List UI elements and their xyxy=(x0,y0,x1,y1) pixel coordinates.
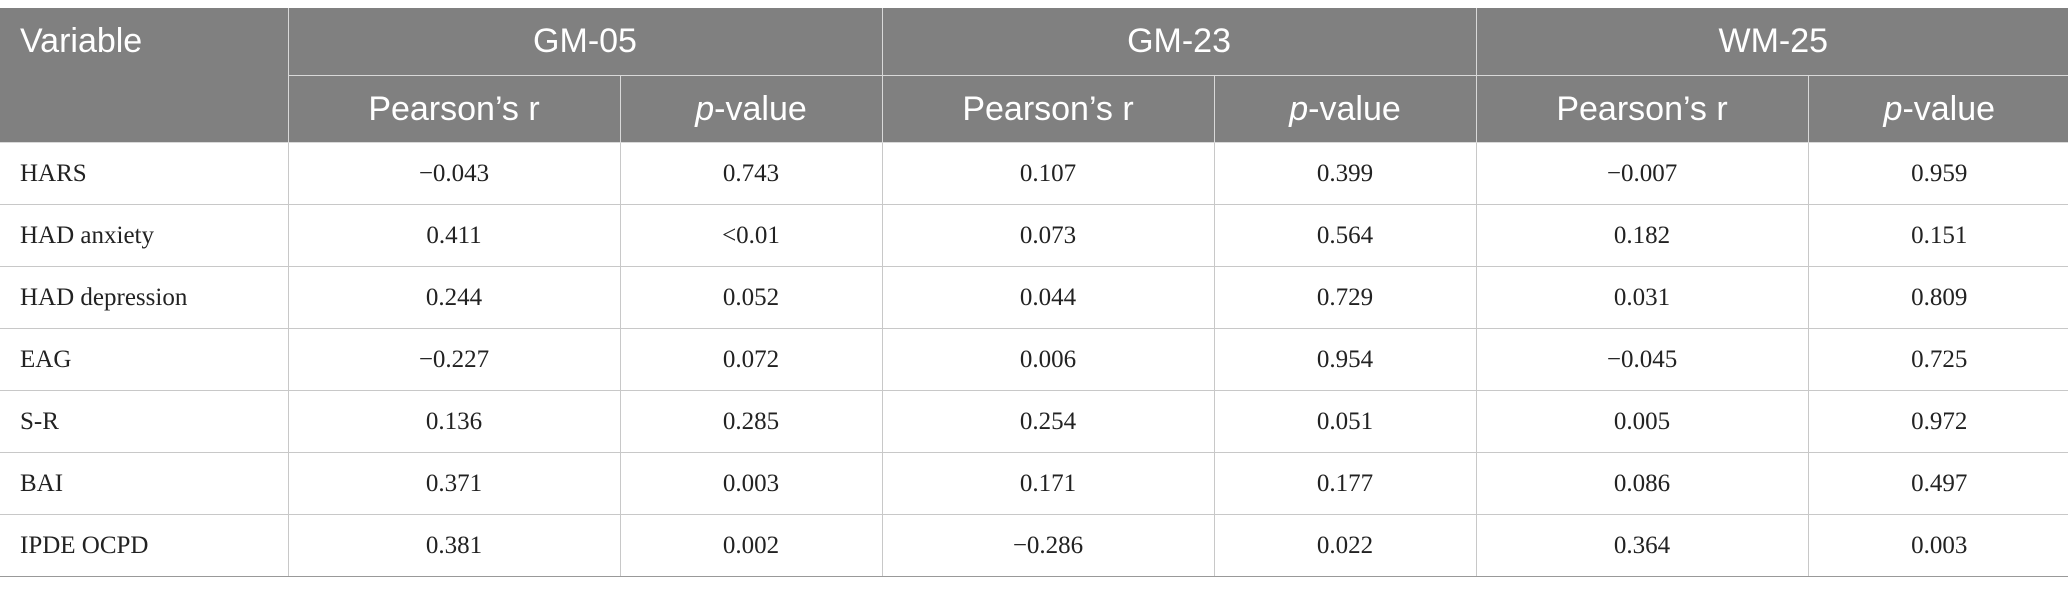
cell-gm23-p: 0.399 xyxy=(1214,142,1477,205)
cell-gm05-r: 0.411 xyxy=(288,204,621,267)
p-italic: p xyxy=(1289,89,1309,128)
correlation-table: Variable GM-05 GM-23 WM-25 Pearson’s r p… xyxy=(0,8,2068,577)
row-variable-name: HAD anxiety xyxy=(0,204,289,267)
p-rest: -value xyxy=(1308,89,1401,128)
cell-wm25-r: −0.007 xyxy=(1476,142,1809,205)
cell-gm05-p: 0.003 xyxy=(620,452,883,515)
header-pearson-r: Pearson’s r xyxy=(882,75,1215,143)
cell-gm23-r: 0.107 xyxy=(882,142,1215,205)
cell-gm23-r: 0.171 xyxy=(882,452,1215,515)
table-row: HAD depression 0.244 0.052 0.044 0.729 0… xyxy=(0,266,2068,329)
row-variable-name: EAG xyxy=(0,328,289,391)
table-body: HARS −0.043 0.743 0.107 0.399 −0.007 0.9… xyxy=(0,142,2068,577)
row-variable-name: HAD depression xyxy=(0,266,289,329)
cell-gm23-r: −0.286 xyxy=(882,514,1215,577)
header-group-gm23: GM-23 xyxy=(882,8,1477,76)
cell-wm25-r: 0.364 xyxy=(1476,514,1809,577)
table-container: Variable GM-05 GM-23 WM-25 Pearson’s r p… xyxy=(0,8,2068,577)
cell-gm23-r: 0.073 xyxy=(882,204,1215,267)
cell-wm25-r: 0.086 xyxy=(1476,452,1809,515)
row-variable-name: BAI xyxy=(0,452,289,515)
header-pearson-r: Pearson’s r xyxy=(1476,75,1809,143)
cell-gm05-p: 0.072 xyxy=(620,328,883,391)
cell-wm25-r: −0.045 xyxy=(1476,328,1809,391)
header-pearson-r: Pearson’s r xyxy=(288,75,621,143)
row-variable-name: IPDE OCPD xyxy=(0,514,289,577)
cell-wm25-p: 0.497 xyxy=(1808,452,2068,515)
table-header: Variable GM-05 GM-23 WM-25 Pearson’s r p… xyxy=(0,8,2068,143)
table-row: HARS −0.043 0.743 0.107 0.399 −0.007 0.9… xyxy=(0,142,2068,205)
cell-gm23-p: 0.051 xyxy=(1214,390,1477,453)
table-row: S-R 0.136 0.285 0.254 0.051 0.005 0.972 xyxy=(0,390,2068,453)
table-row: IPDE OCPD 0.381 0.002 −0.286 0.022 0.364… xyxy=(0,514,2068,577)
table-row: BAI 0.371 0.003 0.171 0.177 0.086 0.497 xyxy=(0,452,2068,515)
cell-gm05-r: 0.371 xyxy=(288,452,621,515)
cell-gm23-r: 0.044 xyxy=(882,266,1215,329)
cell-gm05-r: 0.244 xyxy=(288,266,621,329)
cell-wm25-p: 0.959 xyxy=(1808,142,2068,205)
cell-gm23-p: 0.022 xyxy=(1214,514,1477,577)
table-row: HAD anxiety 0.411 <0.01 0.073 0.564 0.18… xyxy=(0,204,2068,267)
cell-wm25-p: 0.725 xyxy=(1808,328,2068,391)
p-italic: p xyxy=(695,89,715,128)
cell-wm25-p: 0.151 xyxy=(1808,204,2068,267)
header-p-value: p-value xyxy=(1214,75,1477,143)
cell-gm23-p: 0.954 xyxy=(1214,328,1477,391)
row-variable-name: HARS xyxy=(0,142,289,205)
cell-gm05-r: 0.381 xyxy=(288,514,621,577)
p-italic: p xyxy=(1883,89,1903,128)
p-rest: -value xyxy=(1902,89,1996,128)
cell-gm23-r: 0.006 xyxy=(882,328,1215,391)
cell-gm05-p: 0.285 xyxy=(620,390,883,453)
cell-wm25-r: 0.005 xyxy=(1476,390,1809,453)
cell-gm05-r: 0.136 xyxy=(288,390,621,453)
cell-wm25-p: 0.003 xyxy=(1808,514,2068,577)
cell-wm25-r: 0.031 xyxy=(1476,266,1809,329)
p-rest: -value xyxy=(714,89,807,128)
cell-gm05-p: 0.002 xyxy=(620,514,883,577)
row-variable-name: S-R xyxy=(0,390,289,453)
cell-wm25-r: 0.182 xyxy=(1476,204,1809,267)
header-group-wm25: WM-25 xyxy=(1476,8,2068,76)
cell-gm05-r: −0.043 xyxy=(288,142,621,205)
header-p-value: p-value xyxy=(1808,75,2068,143)
header-group-gm05: GM-05 xyxy=(288,8,883,76)
cell-gm23-p: 0.564 xyxy=(1214,204,1477,267)
cell-gm05-p: 0.052 xyxy=(620,266,883,329)
cell-gm05-r: −0.227 xyxy=(288,328,621,391)
table-row: EAG −0.227 0.072 0.006 0.954 −0.045 0.72… xyxy=(0,328,2068,391)
cell-wm25-p: 0.972 xyxy=(1808,390,2068,453)
header-p-value: p-value xyxy=(620,75,883,143)
cell-gm23-p: 0.729 xyxy=(1214,266,1477,329)
header-variable: Variable xyxy=(0,8,289,143)
cell-gm05-p: <0.01 xyxy=(620,204,883,267)
cell-gm23-r: 0.254 xyxy=(882,390,1215,453)
cell-gm05-p: 0.743 xyxy=(620,142,883,205)
cell-wm25-p: 0.809 xyxy=(1808,266,2068,329)
cell-gm23-p: 0.177 xyxy=(1214,452,1477,515)
